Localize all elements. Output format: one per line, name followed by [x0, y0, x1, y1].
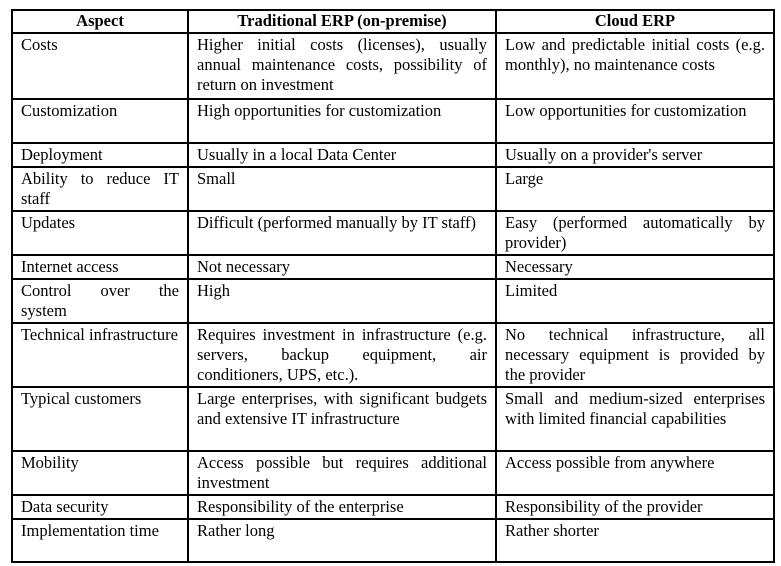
- cloud-cell: Low and predictable initial costs (e.g. …: [495, 32, 775, 100]
- table-row: Deployment Usually in a local Data Center…: [11, 142, 775, 168]
- table-row: Data security Responsibility of the enter…: [11, 494, 775, 520]
- cloud-cell: No technical infrastructure, all necessa…: [495, 322, 775, 388]
- aspect-cell: Data security: [11, 494, 189, 520]
- table-row: Costs Higher initial costs (licenses), us…: [11, 32, 775, 100]
- aspect-cell: Technical infrastructure: [11, 322, 189, 388]
- table-row: Control over the system High Limited: [11, 278, 775, 324]
- aspect-cell: Ability to reduce IT staff: [11, 166, 189, 212]
- traditional-cell: Higher initial costs (licenses), usually…: [187, 32, 497, 100]
- traditional-cell: Responsibility of the enterprise: [187, 494, 497, 520]
- cloud-cell: Large: [495, 166, 775, 212]
- table-row: Internet access Not necessary Necessary: [11, 254, 775, 280]
- cloud-cell: Usually on a provider's server: [495, 142, 775, 168]
- cloud-cell: Access possible from anywhere: [495, 450, 775, 496]
- traditional-cell: High opportunities for customization: [187, 98, 497, 144]
- cloud-cell: Low opportunities for customization: [495, 98, 775, 144]
- traditional-cell: Requires investment in infrastructure (e…: [187, 322, 497, 388]
- traditional-cell: Rather long: [187, 518, 497, 563]
- table-row: Updates Difficult (performed manually by …: [11, 210, 775, 256]
- erp-comparison-table: Aspect Traditional ERP (on-premise) Clou…: [11, 9, 775, 563]
- table-row: Implementation time Rather long Rather sho…: [11, 518, 775, 563]
- aspect-cell: Costs: [11, 32, 189, 100]
- table-row: Typical customers Large enterprises, with…: [11, 386, 775, 452]
- cloud-cell: Rather shorter: [495, 518, 775, 563]
- traditional-cell: Large enterprises, with significant budg…: [187, 386, 497, 452]
- aspect-cell: Updates: [11, 210, 189, 256]
- traditional-cell: Access possible but requires additional …: [187, 450, 497, 496]
- header-traditional: Traditional ERP (on-premise): [187, 9, 497, 34]
- aspect-cell: Customization: [11, 98, 189, 144]
- aspect-cell: Internet access: [11, 254, 189, 280]
- cloud-cell: Responsibility of the provider: [495, 494, 775, 520]
- table-row: Customization High opportunities for cust…: [11, 98, 775, 144]
- header-row: Aspect Traditional ERP (on-premise) Clou…: [11, 9, 775, 34]
- table-row: Mobility Access possible but requires add…: [11, 450, 775, 496]
- aspect-cell: Implementation time: [11, 518, 189, 563]
- traditional-cell: High: [187, 278, 497, 324]
- table-row: Ability to reduce IT staff Small Large: [11, 166, 775, 212]
- traditional-cell: Usually in a local Data Center: [187, 142, 497, 168]
- header-cloud: Cloud ERP: [495, 9, 775, 34]
- aspect-cell: Typical customers: [11, 386, 189, 452]
- traditional-cell: Small: [187, 166, 497, 212]
- traditional-cell: Difficult (performed manually by IT staf…: [187, 210, 497, 256]
- header-aspect: Aspect: [11, 9, 189, 34]
- cloud-cell: Small and medium-sized enterprises with …: [495, 386, 775, 452]
- table-row: Technical infrastructure Requires investm…: [11, 322, 775, 388]
- cloud-cell: Necessary: [495, 254, 775, 280]
- cloud-cell: Limited: [495, 278, 775, 324]
- traditional-cell: Not necessary: [187, 254, 497, 280]
- cloud-cell: Easy (performed automatically by provide…: [495, 210, 775, 256]
- aspect-cell: Control over the system: [11, 278, 189, 324]
- aspect-cell: Deployment: [11, 142, 189, 168]
- aspect-cell: Mobility: [11, 450, 189, 496]
